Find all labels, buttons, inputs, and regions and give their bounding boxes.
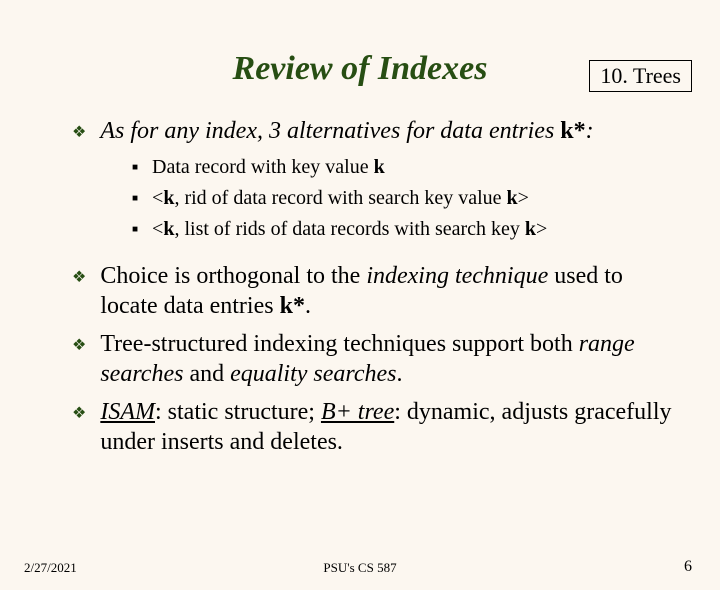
main-text: ISAM: static structure; B+ tree: dynamic… — [100, 397, 680, 457]
text-run: k — [525, 218, 536, 240]
text-run: k — [374, 156, 385, 178]
sub-bullet: ■<k, rid of data record with search key … — [132, 185, 680, 212]
sub-text: <k, list of rids of data records with se… — [152, 216, 547, 243]
sub-text: <k, rid of data record with search key v… — [152, 185, 529, 212]
text-run: : static structure; — [155, 399, 321, 425]
text-run: . — [397, 361, 403, 387]
chapter-box: 10. Trees — [589, 60, 692, 92]
diamond-icon: ❖ — [72, 403, 86, 423]
text-run: ISAM — [100, 399, 155, 425]
footer-course: PSU's CS 587 — [323, 560, 396, 576]
text-run: As for any index, 3 alternatives for dat… — [100, 118, 560, 144]
text-run: Tree-structured indexing techniques supp… — [100, 331, 578, 357]
text-run: k — [163, 187, 174, 209]
text-run: Data record with key value — [152, 156, 374, 178]
text-run: indexing technique — [366, 263, 548, 289]
square-icon: ■ — [132, 224, 138, 235]
text-run: k — [507, 187, 518, 209]
sub-text: Data record with key value k — [152, 154, 385, 181]
text-run: B+ tree — [321, 399, 394, 425]
text-run: < — [152, 187, 163, 209]
main-text: Choice is orthogonal to the indexing tec… — [100, 261, 680, 321]
text-run: k* — [560, 118, 585, 144]
footer-date: 2/27/2021 — [24, 560, 77, 576]
text-run: Choice is orthogonal to the — [100, 263, 366, 289]
footer-page: 6 — [684, 558, 692, 576]
diamond-icon: ❖ — [72, 122, 86, 142]
text-run: k* — [280, 293, 305, 319]
diamond-icon: ❖ — [72, 335, 86, 355]
text-run: . — [305, 293, 311, 319]
main-text: Tree-structured indexing techniques supp… — [100, 329, 680, 389]
main-bullet: ❖ Tree-structured indexing techniques sup… — [72, 329, 680, 389]
text-run: k — [163, 218, 174, 240]
square-icon: ■ — [132, 162, 138, 173]
main-bullet: ❖ ISAM: static structure; B+ tree: dynami… — [72, 397, 680, 457]
diamond-icon: ❖ — [72, 267, 86, 287]
text-run: > — [536, 218, 547, 240]
sub-bullet: ■ Data record with key value k — [132, 154, 680, 181]
chapter-label: 10. Trees — [600, 63, 681, 88]
square-icon: ■ — [132, 193, 138, 204]
text-run: , list of rids of data records with sear… — [174, 218, 524, 240]
main-bullet: ❖ As for any index, 3 alternatives for da… — [72, 116, 680, 146]
text-run: < — [152, 218, 163, 240]
text-run: and — [183, 361, 230, 387]
content-area: ❖ As for any index, 3 alternatives for da… — [0, 116, 720, 457]
sub-bullet: ■<k, list of rids of data records with s… — [132, 216, 680, 243]
sub-list: ■Data record with key value k■<k, rid of… — [132, 154, 680, 243]
main-bullet: ❖ Choice is orthogonal to the indexing te… — [72, 261, 680, 321]
text-run: equality searches — [230, 361, 396, 387]
text-run: , rid of data record with search key val… — [174, 187, 506, 209]
text-run: > — [518, 187, 529, 209]
main-text: As for any index, 3 alternatives for dat… — [100, 116, 593, 146]
text-run: : — [586, 118, 594, 144]
